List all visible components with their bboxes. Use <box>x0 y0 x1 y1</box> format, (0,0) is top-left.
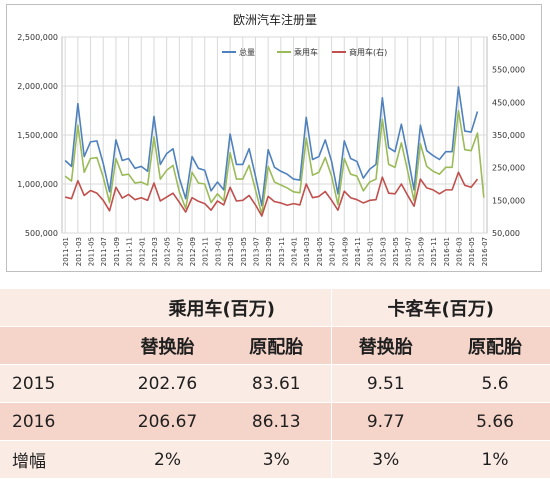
subheader-cell: 替换胎 <box>330 326 441 365</box>
x-tick-label: 2014-03 <box>303 237 311 266</box>
x-tick-label: 2015-05 <box>392 237 400 266</box>
y-tick-label: 2,000,000 <box>17 82 58 91</box>
y2-tick-label: 450,000 <box>492 98 525 107</box>
chart-title: 欧洲汽车注册量 <box>233 12 317 27</box>
x-tick-label: 2013-09 <box>265 237 273 266</box>
y-tick-label: 500,000 <box>25 229 58 238</box>
chart-panel: 500,000 1,000,000 1,500,000 2,000,000 2,500,… <box>6 4 542 272</box>
group-header-passenger: 乘用车(百万) <box>113 289 332 327</box>
table-cell: 83.61 <box>222 364 332 403</box>
x-tick-label: 2011-09 <box>113 237 121 266</box>
x-tick-label: 2013-01 <box>214 237 222 266</box>
x-tick-label: 2015-11 <box>430 237 438 266</box>
table-cell: 1% <box>440 440 550 479</box>
x-tick-label: 2014-09 <box>341 237 349 266</box>
table-cell: 202.76 <box>113 364 222 403</box>
y2-tick-label: 550,000 <box>492 66 525 75</box>
x-tick-label: 2016-05 <box>468 237 476 266</box>
x-tick-label: 2015-01 <box>367 237 375 266</box>
series-line-2 <box>64 171 479 217</box>
table-cell: 3% <box>222 440 332 479</box>
table-row: 2016 206.67 86.13 9.77 5.66 <box>0 402 550 441</box>
x-tick-label: 2016-07 <box>481 237 489 266</box>
table-cell: 9.51 <box>330 364 441 403</box>
x-tick-label: 2015-07 <box>405 237 413 266</box>
y-tick-label: 2,500,000 <box>17 33 58 42</box>
x-tick-label: 2012-01 <box>138 237 146 266</box>
table-cell: 86.13 <box>222 402 332 441</box>
x-tick-label: 2013-05 <box>240 237 248 266</box>
table-corner-cell <box>0 326 113 365</box>
x-tick-label: 2012-09 <box>189 237 197 266</box>
table-cell: 3% <box>330 440 441 479</box>
subheader-cell: 原配胎 <box>440 326 550 365</box>
x-tick-label: 2015-09 <box>417 237 425 266</box>
x-tick-label: 2012-07 <box>176 237 184 266</box>
x-tick-label: 2012-03 <box>151 237 159 266</box>
y2-tick-label: 250,000 <box>492 164 525 173</box>
y2-tick-label: 350,000 <box>492 131 525 140</box>
x-tick-label: 2014-05 <box>316 237 324 266</box>
table-cell: 5.6 <box>440 364 550 403</box>
x-tick-label: 2013-11 <box>278 237 286 266</box>
subheader-cell: 原配胎 <box>222 326 332 365</box>
legend-label: 乘用车 <box>294 47 318 57</box>
x-tick-label: 2014-01 <box>291 237 299 266</box>
table-cell: 5.66 <box>440 402 550 441</box>
y2-tick-label: 50,000 <box>492 229 520 238</box>
y-tick-label: 1,000,000 <box>17 180 58 189</box>
x-tick-label: 2011-05 <box>88 237 96 266</box>
x-tick-label: 2012-11 <box>202 237 210 266</box>
legend-label: 商用车(右) <box>349 47 387 57</box>
table-row: 增幅 2% 3% 3% 1% <box>0 440 550 479</box>
table-group-header-row: 乘用车(百万) 卡客车(百万) <box>0 289 550 327</box>
x-tick-label: 2016-03 <box>455 237 463 266</box>
x-tick-label: 2011-01 <box>62 237 70 266</box>
series-line-0 <box>64 86 479 207</box>
x-tick-label: 2011-11 <box>126 237 134 266</box>
x-tick-label: 2013-03 <box>227 237 235 266</box>
series-line-1 <box>64 109 485 216</box>
row-label: 2016 <box>0 402 113 441</box>
x-tick-label: 2014-11 <box>354 237 362 266</box>
table-subheader-row: 替换胎 原配胎 替换胎 原配胎 <box>0 326 550 365</box>
row-label: 增幅 <box>0 440 113 479</box>
x-tick-label: 2013-07 <box>252 237 260 266</box>
x-tick-label: 2011-03 <box>75 237 83 266</box>
table-cell: 206.67 <box>113 402 222 441</box>
x-tick-label: 2012-05 <box>164 237 172 266</box>
row-label: 2015 <box>0 364 113 403</box>
table-row: 2015 202.76 83.61 9.51 5.6 <box>0 364 550 403</box>
subheader-cell: 替换胎 <box>113 326 222 365</box>
x-tick-label: 2016-01 <box>443 237 451 266</box>
table-corner-cell <box>0 289 113 327</box>
x-tick-label: 2011-07 <box>100 237 108 266</box>
tire-stats-table: 乘用车(百万) 卡客车(百万) 替换胎 原配胎 替换胎 原配胎 2015 202… <box>0 289 550 479</box>
legend-label: 总量 <box>239 47 255 57</box>
x-tick-label: 2015-03 <box>379 237 387 266</box>
table-cell: 9.77 <box>330 402 441 441</box>
x-tick-label: 2014-07 <box>329 237 337 266</box>
y2-tick-label: 150,000 <box>492 196 525 205</box>
group-header-truck: 卡客车(百万) <box>330 289 550 327</box>
y-tick-label: 1,500,000 <box>17 131 58 140</box>
registration-line-chart: 500,000 1,000,000 1,500,000 2,000,000 2,500,… <box>17 12 525 266</box>
y2-tick-label: 650,000 <box>492 33 525 42</box>
table-cell: 2% <box>113 440 222 479</box>
